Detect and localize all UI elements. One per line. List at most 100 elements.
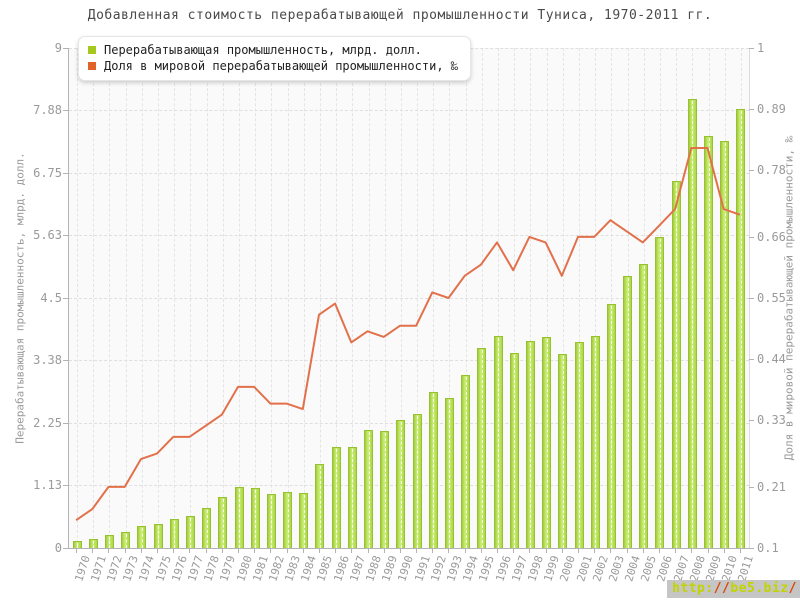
bar-1995[interactable] (477, 348, 487, 548)
bar-1988[interactable] (364, 430, 374, 548)
bar-1999[interactable] (542, 336, 552, 548)
bar-1983[interactable] (283, 492, 293, 548)
right-axis-tick (749, 170, 754, 172)
bar-2006[interactable] (655, 237, 665, 548)
legend-swatch-line-icon (88, 62, 96, 70)
right-axis-tick-label: 0.33 (757, 413, 786, 428)
bar-1998[interactable] (525, 341, 535, 548)
bar-highlight (190, 517, 192, 548)
bar-1977[interactable] (185, 515, 195, 548)
bar-highlight (659, 239, 661, 548)
left-axis-tick (63, 548, 68, 549)
watermark-link[interactable]: http://be5.biz/ (667, 580, 800, 598)
bar-highlight (141, 528, 143, 548)
bar-1991[interactable] (412, 414, 422, 548)
bar-2000[interactable] (558, 353, 568, 548)
bar-highlight (271, 496, 273, 548)
right-axis-tick-label: 0.1 (757, 541, 779, 555)
bar-highlight (449, 400, 451, 548)
bar-1970[interactable] (72, 540, 82, 548)
right-axis-tick (749, 359, 754, 361)
bar-1980[interactable] (234, 487, 244, 548)
bar-highlight (740, 111, 742, 548)
x-axis-tick (238, 549, 239, 553)
bar-1989[interactable] (380, 430, 390, 548)
bar-1982[interactable] (266, 494, 276, 548)
x-axis-tick (76, 549, 78, 553)
bar-1981[interactable] (250, 488, 260, 548)
right-axis-tick (749, 548, 754, 549)
horizontal-gridline (69, 173, 749, 174)
bar-1990[interactable] (396, 419, 406, 548)
bar-highlight (530, 343, 532, 548)
right-axis-tick (749, 109, 754, 111)
x-axis-tick (140, 549, 142, 553)
bar-1976[interactable] (169, 519, 179, 548)
right-axis-tick (749, 298, 754, 299)
x-axis-tick (335, 549, 337, 553)
bar-1996[interactable] (493, 336, 503, 548)
bar-highlight (109, 536, 111, 548)
bar-2007[interactable] (671, 181, 681, 548)
right-axis-tick (749, 48, 754, 49)
bar-1974[interactable] (137, 526, 147, 548)
bar-1994[interactable] (461, 375, 471, 548)
left-axis-tick-label: 2.25 (33, 416, 62, 430)
bar-1987[interactable] (347, 447, 357, 548)
bar-1975[interactable] (153, 524, 163, 548)
bar-highlight (481, 350, 483, 548)
left-axis-tick (63, 423, 68, 424)
left-axis-tick-label: 1.13 (33, 478, 62, 493)
x-axis-tick (221, 549, 223, 553)
legend-label-manufacturing: Перерабатывающая промышленность, млрд. д… (104, 43, 422, 57)
bar-highlight (724, 143, 726, 548)
chart-title: Добавленная стоимость перерабатывающей п… (87, 8, 713, 23)
bar-1997[interactable] (509, 353, 519, 548)
bar-1992[interactable] (428, 391, 438, 548)
bar-highlight (611, 306, 613, 548)
x-axis-tick (578, 549, 579, 553)
bar-2004[interactable] (623, 276, 633, 548)
bar-1973[interactable] (121, 531, 131, 548)
bar-1979[interactable] (218, 496, 228, 548)
bar-2009[interactable] (704, 136, 714, 548)
x-axis-tick (108, 549, 110, 553)
bar-2001[interactable] (574, 341, 584, 548)
bar-1972[interactable] (104, 534, 114, 548)
bar-2002[interactable] (590, 336, 600, 548)
bar-highlight (239, 489, 240, 548)
x-axis-tick (529, 549, 531, 553)
bar-2003[interactable] (606, 304, 616, 548)
x-axis-tick (189, 549, 191, 553)
legend-item-share[interactable]: Доля в мировой перерабатывающей промышле… (88, 58, 458, 74)
bar-highlight (433, 393, 435, 548)
bar-2005[interactable] (639, 264, 649, 548)
bar-highlight (77, 542, 79, 548)
legend-item-manufacturing[interactable]: Перерабатывающая промышленность, млрд. д… (88, 42, 458, 58)
bar-1971[interactable] (88, 539, 98, 548)
bar-1984[interactable] (299, 493, 309, 548)
x-axis-tick (124, 549, 126, 553)
right-axis-tick-label: 0.66 (757, 229, 786, 244)
bar-highlight (222, 498, 224, 548)
bar-1985[interactable] (315, 464, 325, 548)
bar-2010[interactable] (720, 141, 730, 548)
bar-highlight (400, 421, 402, 548)
right-axis-tick-label: 0.89 (757, 102, 786, 117)
bar-highlight (319, 466, 321, 548)
bar-1993[interactable] (444, 398, 454, 548)
bar-2008[interactable] (687, 98, 697, 548)
bar-1978[interactable] (202, 508, 212, 548)
bar-highlight (384, 432, 386, 548)
bar-highlight (368, 432, 370, 548)
left-axis-tick (63, 298, 68, 299)
right-axis-tick-label: 0.21 (757, 479, 786, 494)
bar-highlight (303, 495, 305, 548)
bar-2011[interactable] (736, 109, 746, 548)
x-axis-tick (545, 549, 547, 553)
x-axis-tick (497, 549, 499, 553)
bar-1986[interactable] (331, 447, 341, 548)
x-axis-tick (464, 549, 466, 553)
x-axis-tick (318, 549, 320, 553)
